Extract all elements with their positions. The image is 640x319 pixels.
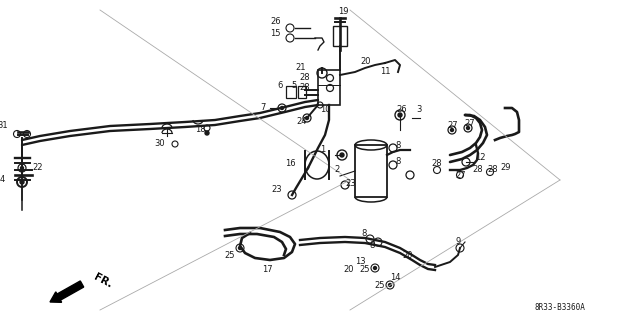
Circle shape [20,167,24,169]
Text: 31: 31 [0,122,8,130]
Text: 8: 8 [395,140,401,150]
Text: 8: 8 [362,228,367,238]
Text: 21: 21 [296,63,306,72]
Text: 3: 3 [416,106,421,115]
Text: 28: 28 [472,166,483,174]
Bar [333,26,347,46]
Text: 9: 9 [455,238,460,247]
Circle shape [340,153,344,157]
Circle shape [20,180,24,184]
Circle shape [467,127,470,130]
Text: 13: 13 [355,257,366,266]
Circle shape [280,107,284,109]
Text: 26: 26 [396,106,406,115]
Text: 28: 28 [300,73,310,83]
Text: 8: 8 [370,241,375,249]
Text: 27: 27 [447,122,458,130]
Text: 16: 16 [285,160,296,168]
Circle shape [388,284,392,286]
Text: 7: 7 [260,102,266,112]
Text: 25: 25 [225,251,236,261]
Bar [298,86,306,98]
Text: 5: 5 [292,81,297,91]
Bar [286,86,296,98]
Text: 20: 20 [360,56,371,65]
Text: 15: 15 [271,28,281,38]
Text: 1: 1 [320,145,325,154]
Text: 24: 24 [296,117,307,127]
Text: 18: 18 [195,125,205,135]
Circle shape [398,113,402,117]
Text: 14: 14 [390,273,401,283]
Text: 23: 23 [271,186,282,195]
Text: 26: 26 [270,18,281,26]
Text: 27: 27 [455,170,466,180]
Circle shape [374,266,376,270]
Text: 12: 12 [475,153,486,162]
Circle shape [205,131,209,135]
Text: 6: 6 [278,81,283,91]
Text: 30: 30 [154,138,165,147]
Text: 8: 8 [395,158,401,167]
Text: 2: 2 [335,166,340,174]
Circle shape [451,129,454,131]
Text: 4: 4 [0,175,5,184]
Text: 20: 20 [344,265,355,275]
Text: 27: 27 [464,120,475,129]
Circle shape [305,116,308,120]
Text: 8R33-B3360A: 8R33-B3360A [534,303,586,313]
Text: FR.: FR. [92,272,114,290]
Text: 28: 28 [487,166,498,174]
Text: 25: 25 [360,265,371,275]
FancyArrow shape [50,281,84,302]
Text: 17: 17 [262,265,272,275]
Bar [355,145,387,197]
Text: 25: 25 [375,280,385,290]
Text: 19: 19 [338,8,348,17]
Text: 11: 11 [380,68,390,77]
Circle shape [239,247,241,249]
Text: 28: 28 [300,84,310,93]
Text: 20: 20 [402,250,413,259]
Bar [318,70,340,105]
Text: 22: 22 [32,164,42,173]
Text: 23: 23 [345,179,356,188]
Text: 10: 10 [320,106,330,115]
Text: 28: 28 [431,159,442,167]
Text: 29: 29 [500,162,511,172]
